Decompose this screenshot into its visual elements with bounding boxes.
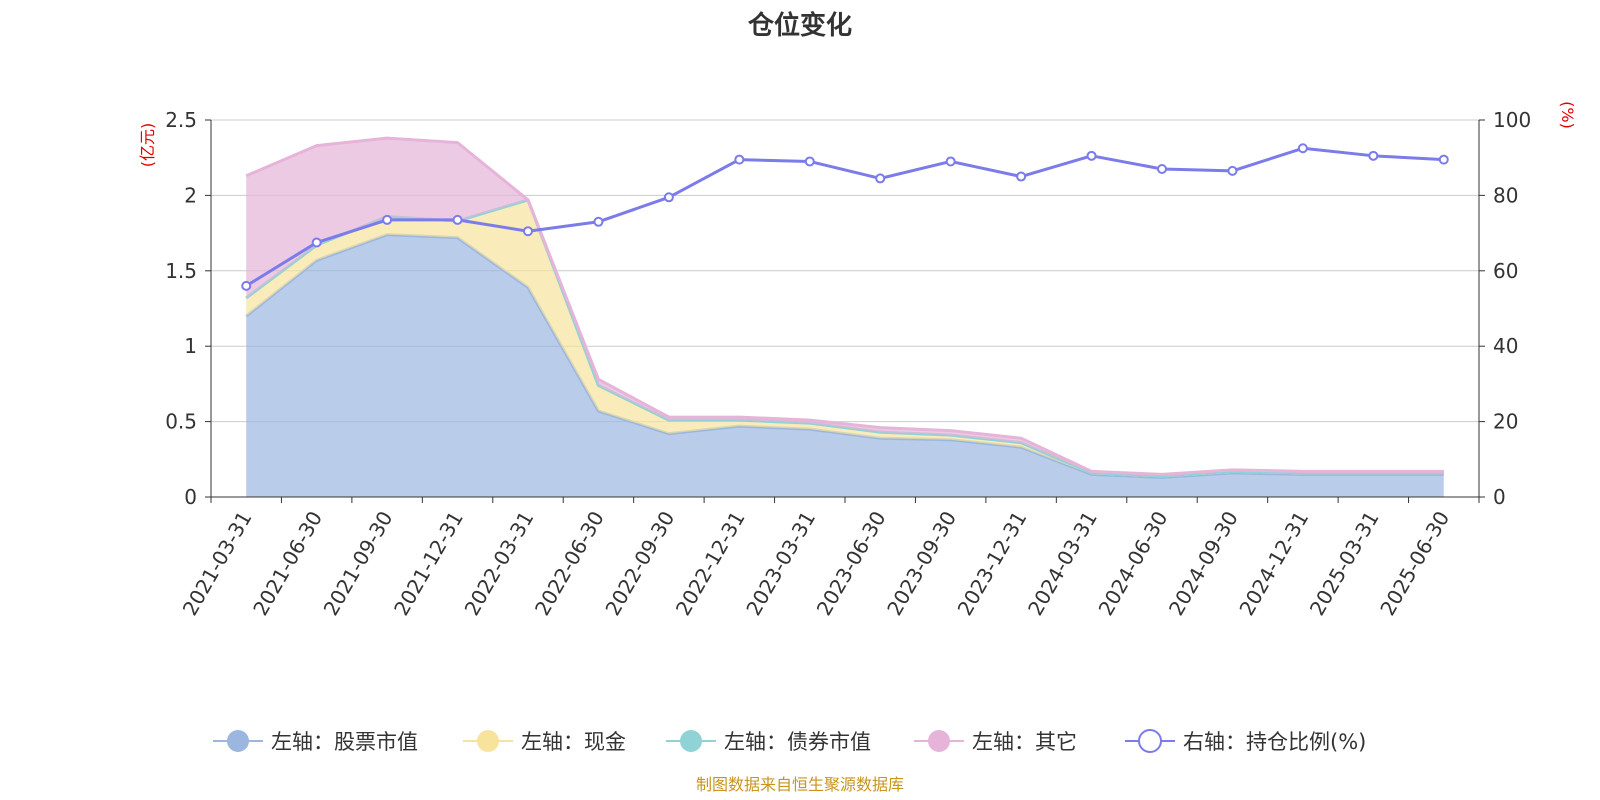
- right-axis-tick-label: 40: [1493, 334, 1518, 358]
- x-axis-tick-label: 2025-06-30: [1375, 507, 1454, 620]
- left-axis-tick-label: 0.5: [165, 410, 197, 434]
- ratio-point: [945, 156, 956, 167]
- legend-item[interactable]: 左轴：现金: [463, 730, 626, 754]
- legend-label: 左轴：其它: [972, 730, 1077, 754]
- ratio-point: [875, 173, 886, 184]
- area-左轴：其它: [246, 138, 1444, 476]
- right-axis-tick-label: 60: [1493, 259, 1518, 283]
- x-axis-tick-label: 2024-12-31: [1234, 507, 1313, 620]
- legend-marker: [227, 730, 249, 752]
- x-axis-tick-label: 2022-03-31: [459, 507, 538, 620]
- left-axis-unit: (亿元): [138, 123, 157, 168]
- left-axis-tick-label: 2.5: [165, 108, 197, 132]
- ratio-point: [1438, 154, 1449, 165]
- ratio-point: [452, 214, 463, 225]
- left-axis-tick-label: 1: [184, 334, 197, 358]
- ratio-point: [734, 154, 745, 165]
- ratio-line: [245, 146, 1444, 288]
- ratio-point: [241, 280, 252, 291]
- legend-marker: [1138, 729, 1162, 753]
- legend-item[interactable]: 左轴：其它: [914, 730, 1077, 754]
- area-左轴：现金: [246, 199, 1444, 478]
- source-note: 制图数据来自恒生聚源数据库: [696, 775, 904, 794]
- x-axis-tick-label: 2022-06-30: [530, 507, 609, 620]
- x-axis-tick-label: 2023-06-30: [812, 507, 891, 620]
- legend-item[interactable]: 左轴：债券市值: [666, 730, 871, 754]
- legend: 左轴：股票市值 左轴：现金 左轴：债券市值 左轴：其它 右轴：持仓比例(%): [213, 729, 1366, 754]
- left-axis-tick-label: 0: [184, 485, 197, 509]
- right-axis-unit: (%): [1558, 101, 1577, 129]
- x-axis-tick-label: 2021-06-30: [248, 507, 327, 620]
- right-axis-tick-label: 20: [1493, 410, 1518, 434]
- x-axis-tick-label: 2023-03-31: [741, 507, 820, 620]
- legend-label: 左轴：股票市值: [271, 730, 418, 754]
- right-axis-tick-label: 80: [1493, 183, 1518, 207]
- ratio-point: [804, 156, 815, 167]
- area-edge-左轴：其它: [245, 136, 1444, 476]
- legend-marker: [477, 730, 499, 752]
- ratio-point: [1016, 171, 1027, 182]
- chart-title: 仓位变化: [747, 10, 852, 41]
- x-axis-tick-label: 2021-09-30: [319, 507, 398, 620]
- x-axis-tick-label: 2025-03-31: [1305, 507, 1384, 620]
- ratio-point: [523, 226, 533, 237]
- area-左轴：股票市值: [246, 234, 1444, 497]
- legend-item[interactable]: 左轴：股票市值: [213, 730, 418, 754]
- legend-marker: [928, 730, 950, 752]
- ratio-point: [1227, 165, 1238, 176]
- legend-label: 右轴：持仓比例(%): [1183, 730, 1366, 754]
- x-axis-tick-label: 2021-12-31: [389, 507, 468, 620]
- stacked-areas: [245, 136, 1444, 497]
- ratio-point: [311, 237, 322, 248]
- ratio-point: [1157, 164, 1167, 175]
- ratio-point: [1086, 150, 1097, 161]
- legend-label: 左轴：现金: [521, 730, 626, 754]
- ratio-point: [593, 216, 604, 227]
- legend-item[interactable]: 右轴：持仓比例(%): [1125, 729, 1366, 754]
- x-axis-tick-label: 2023-12-31: [953, 507, 1032, 620]
- x-axis-tick-label: 2024-09-30: [1164, 507, 1243, 620]
- ratio-point: [382, 214, 393, 225]
- x-axis-tick-label: 2022-09-30: [600, 507, 679, 620]
- legend-label: 左轴：债券市值: [724, 730, 871, 754]
- x-axis-tick-label: 2021-03-31: [178, 507, 257, 620]
- x-axis-tick-label: 2022-12-31: [671, 507, 750, 620]
- x-axis-tick-label: 2024-03-31: [1023, 507, 1102, 620]
- ratio-point: [1297, 143, 1308, 154]
- right-axis-tick-label: 0: [1493, 485, 1506, 509]
- ratio-point: [1368, 150, 1379, 161]
- x-axis-tick-label: 2024-06-30: [1093, 507, 1172, 620]
- ratio-point: [663, 192, 674, 203]
- position-ratio-line: [241, 143, 1449, 291]
- legend-marker: [680, 730, 702, 752]
- right-axis-tick-label: 100: [1493, 108, 1531, 132]
- left-axis-tick-label: 1.5: [165, 259, 197, 283]
- left-axis-tick-label: 2: [184, 183, 197, 207]
- x-axis-tick-label: 2023-09-30: [882, 507, 961, 620]
